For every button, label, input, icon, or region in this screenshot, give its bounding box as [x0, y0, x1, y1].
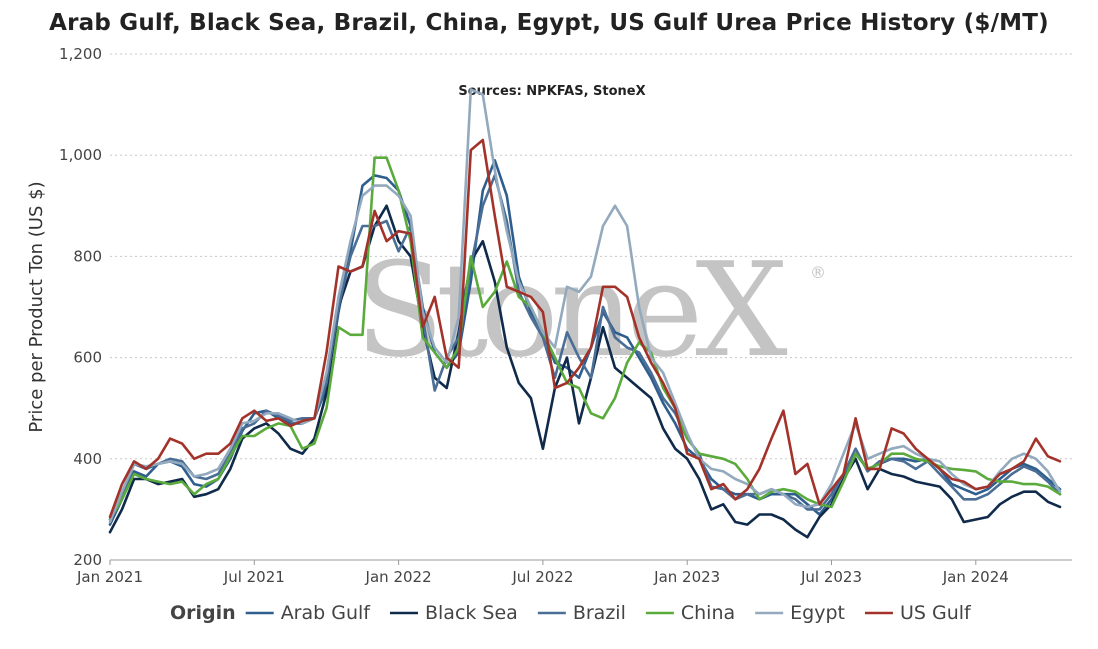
y-tick-label: 1,200: [59, 45, 102, 63]
x-tick-label: Jan 2022: [365, 568, 432, 586]
watermark-registered-mark: ®: [810, 263, 826, 282]
series-line-egypt: [108, 88, 1062, 524]
y-tick-label: 200: [73, 551, 102, 569]
legend-item-egypt[interactable]: Egypt: [790, 602, 845, 624]
y-axis-label: Price per Product Ton (US $): [26, 181, 47, 432]
y-tick-label: 800: [73, 247, 102, 265]
grid-lines: [110, 53, 1072, 561]
series-line-china: [108, 156, 1062, 521]
chart-title: Arab Gulf, Black Sea, Brazil, China, Egy…: [49, 10, 1049, 36]
legend-item-brazil[interactable]: Brazil: [573, 602, 626, 624]
chart-subtitle: Sources: NPKFAS, StoneX: [458, 84, 645, 99]
legend-title: Origin: [170, 602, 236, 624]
legend-item-us-gulf[interactable]: US Gulf: [900, 602, 972, 624]
series-line-us-gulf: [108, 138, 1062, 519]
legend-item-china[interactable]: China: [681, 602, 735, 624]
y-tick-label: 1,000: [59, 146, 102, 164]
series-line-brazil: [108, 174, 1062, 521]
x-tick-label: Jul 2023: [800, 568, 862, 586]
y-axis-ticks: 200 400 600 800 1,000 1,200: [59, 45, 102, 569]
y-tick-label: 600: [73, 349, 102, 367]
legend-item-arab-gulf[interactable]: Arab Gulf: [281, 602, 372, 624]
legend: Origin Arab Gulf Black Sea Brazil China Egyp…: [170, 602, 972, 624]
x-tick-label: Jul 2021: [223, 568, 285, 586]
legend-item-black-sea[interactable]: Black Sea: [425, 602, 518, 624]
x-axis-ticks: Jan 2021 Jul 2021 Jan 2022 Jul 2022 Jan 2023…: [76, 560, 1009, 586]
x-tick-label: Jan 2023: [653, 568, 720, 586]
x-tick-label: Jan 2021: [76, 568, 143, 586]
x-tick-label: Jul 2022: [511, 568, 573, 586]
series-lines: [108, 88, 1062, 539]
x-tick-label: Jan 2024: [942, 568, 1009, 586]
y-tick-label: 400: [73, 450, 102, 468]
